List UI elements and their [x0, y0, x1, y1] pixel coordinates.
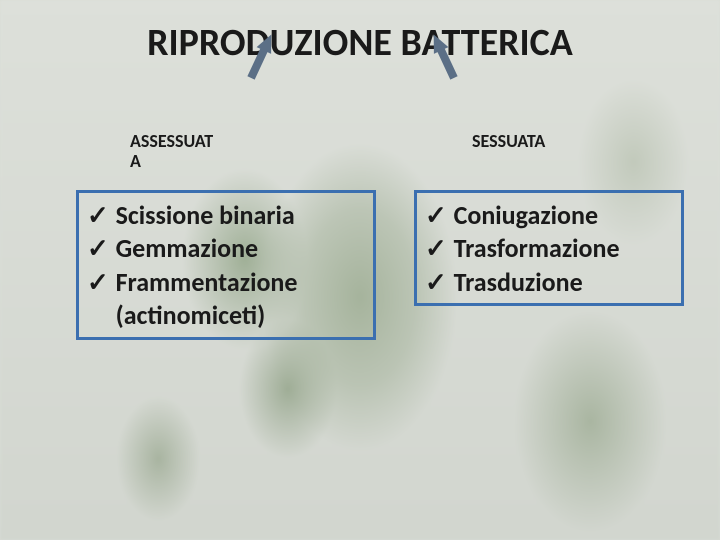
check-icon: ✓ [425, 266, 454, 299]
list-item-label: Trasduzione [454, 266, 583, 298]
list-item-label: Gemmazione [116, 232, 259, 264]
list-item: ✓Trasduzione [425, 266, 673, 299]
check-icon: ✓ [425, 232, 454, 265]
subhead-line: A [130, 152, 270, 172]
list-item: ✓Scissione binaria [87, 199, 365, 232]
page-title: RIPRODUZIONE BATTERICA [0, 20, 720, 66]
subhead-assessuata: ASSESSUAT A [130, 132, 270, 172]
check-icon: ✓ [87, 266, 116, 299]
check-icon: ✓ [87, 232, 116, 265]
check-icon: ✓ [425, 199, 454, 232]
list-item: ✓Frammentazione [87, 266, 365, 299]
list-item-label: Frammentazione [116, 266, 298, 298]
subhead-line: ASSESSUAT [130, 132, 270, 152]
list-item-label: Trasformazione [454, 232, 620, 264]
list-item-label: (actinomiceti) [116, 299, 266, 331]
box-assessuata: ✓Scissione binaria ✓Gemmazione ✓Framment… [76, 190, 376, 340]
box-sessuata: ✓Coniugazione ✓Trasformazione ✓Trasduzio… [414, 190, 684, 306]
list-item-label: Coniugazione [454, 199, 599, 231]
list-item: ✓Gemmazione [87, 232, 365, 265]
list-item: (actinomiceti) [87, 299, 365, 332]
subhead-sessuata: SESSUATA [472, 132, 612, 152]
subhead-line: SESSUATA [472, 132, 612, 152]
slide: RIPRODUZIONE BATTERICA ASSESSUAT A SESSU… [0, 0, 720, 540]
check-icon: ✓ [87, 199, 116, 232]
list-item: ✓Trasformazione [425, 232, 673, 265]
list-item: ✓Coniugazione [425, 199, 673, 232]
list-item-label: Scissione binaria [116, 199, 295, 231]
